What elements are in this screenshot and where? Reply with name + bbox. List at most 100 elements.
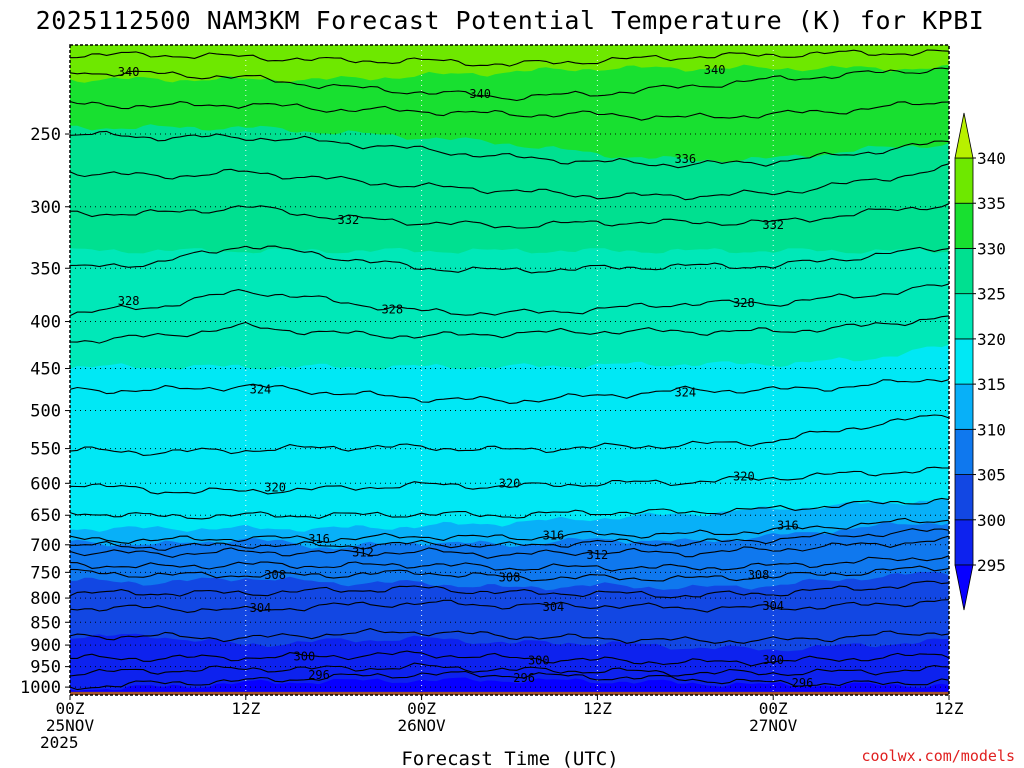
colorbar-label-310: 310	[977, 420, 1006, 439]
ground-below-surface	[70, 691, 949, 695]
contour-322	[70, 414, 949, 456]
fill-band-above-340	[70, 45, 949, 83]
contour-label-336: 336	[674, 152, 696, 166]
contour-label-296: 296	[308, 668, 330, 682]
y-tick-label-800: 800	[30, 589, 61, 609]
contour-labels: 340 340 340 336 332 332 328 328 328 324 324 320 320 3…	[118, 63, 814, 690]
y-tick-label-400: 400	[30, 313, 61, 333]
contour-label-308: 308	[748, 568, 770, 582]
contour-320	[70, 466, 949, 495]
x-tick-label-0-1: 00Z	[56, 699, 85, 718]
contour-306	[70, 580, 949, 599]
contour-label-340: 340	[469, 87, 491, 101]
contour-label-340: 340	[118, 65, 140, 79]
contour-label-300: 300	[294, 649, 316, 663]
y-axis: 250 300 350 400 450 500 550 600 650 700 750 800 850 9…	[20, 125, 70, 698]
contour-label-304: 304	[250, 601, 272, 615]
contour-326	[70, 315, 949, 344]
contour-298	[70, 662, 949, 677]
contour-316	[70, 517, 949, 544]
contour-label-328: 328	[733, 296, 755, 310]
contour-330	[70, 245, 949, 274]
x-tick-label-36-1: 12Z	[583, 699, 612, 718]
contour-324	[70, 378, 949, 404]
x-axis-title: Forecast Time (UTC)	[401, 748, 618, 768]
contour-336	[70, 130, 949, 169]
plot-frame	[69, 44, 950, 696]
colorbar-band-310	[954, 383, 974, 430]
y-tick-label-950: 950	[30, 658, 61, 678]
contour-label-296: 296	[792, 676, 814, 690]
y-tick-label-450: 450	[30, 360, 61, 380]
y-tick-label-500: 500	[30, 402, 61, 422]
contour-328	[70, 283, 949, 317]
contour-label-320: 320	[499, 476, 521, 490]
x-tick-label-24-2: 26NOV	[398, 716, 447, 735]
contour-302	[70, 628, 949, 644]
y-tick-label-550: 550	[30, 440, 61, 460]
contour-label-316: 316	[308, 532, 330, 546]
colorbar-label-300: 300	[977, 511, 1006, 530]
ground-shading	[70, 691, 949, 695]
plot-area: 340 340 340 336 332 332 328 328 328 324 324 320 320 3…	[70, 45, 949, 695]
contour-label-304: 304	[762, 599, 784, 613]
colorbar-label-305: 305	[977, 466, 1006, 485]
contour-label-332: 332	[762, 218, 784, 232]
contour-label-312: 312	[352, 546, 374, 560]
colorbar-label-330: 330	[977, 239, 1006, 258]
contour-310	[70, 555, 949, 572]
colorbar-band-300	[954, 474, 974, 521]
y-tick-label-300: 300	[30, 198, 61, 218]
x-tick-label-60-1: 12Z	[935, 699, 964, 718]
contour-label-316: 316	[543, 529, 565, 543]
colorbar-label-340: 340	[977, 149, 1006, 168]
contour-332	[70, 203, 949, 229]
colorbar-label-315: 315	[977, 375, 1006, 394]
credit-text: coolwx.com/models	[861, 747, 1015, 765]
contour-338	[70, 100, 949, 121]
contour-label-316: 316	[777, 519, 799, 533]
contour-label-296: 296	[513, 671, 535, 685]
chart-title: 2025112500 NAM3KM Forecast Potential Tem…	[36, 6, 985, 35]
contour-318	[70, 497, 949, 520]
y-tick-label-350: 350	[30, 259, 61, 279]
contour-314	[70, 528, 949, 551]
y-tick-label-900: 900	[30, 636, 61, 656]
colorbar-band-335	[954, 157, 974, 204]
y-tick-label-700: 700	[30, 536, 61, 556]
theta-fills	[70, 45, 949, 695]
x-tick-label-0-3: 2025	[40, 733, 79, 752]
y-tick-label-850: 850	[30, 613, 61, 633]
colorbar-band-315	[954, 338, 974, 385]
contour-340	[70, 67, 949, 102]
x-tick-label-12-1: 12Z	[231, 699, 260, 718]
contour-342	[70, 49, 949, 67]
colorbar-band-325	[954, 248, 974, 295]
contour-label-328: 328	[381, 302, 403, 316]
y-tick-label-650: 650	[30, 506, 61, 526]
contour-308	[70, 565, 949, 582]
contour-label-312: 312	[587, 548, 609, 562]
y-tick-label-600: 600	[30, 474, 61, 494]
contour-296	[70, 670, 949, 691]
contour-label-320: 320	[733, 470, 755, 484]
colorbar-label-295: 295	[977, 556, 1006, 575]
theta-contour-lines	[70, 49, 949, 691]
contour-label-340: 340	[704, 63, 726, 77]
contour-label-300: 300	[762, 653, 784, 667]
colorbar-band-320	[954, 293, 974, 340]
y-tick-label-250: 250	[30, 125, 61, 145]
x-tick-label-48-1: 00Z	[759, 699, 788, 718]
contour-label-300: 300	[528, 654, 550, 668]
contour-label-308: 308	[499, 571, 521, 585]
contour-304	[70, 599, 949, 613]
x-tick-label-0-2: 25NOV	[46, 716, 95, 735]
contour-300	[70, 650, 949, 667]
contour-label-308: 308	[264, 568, 286, 582]
x-tick-label-24-1: 00Z	[407, 699, 436, 718]
contour-label-332: 332	[338, 213, 360, 227]
x-tick-label-48-2: 27NOV	[749, 716, 798, 735]
colorbar-label-320: 320	[977, 330, 1006, 349]
